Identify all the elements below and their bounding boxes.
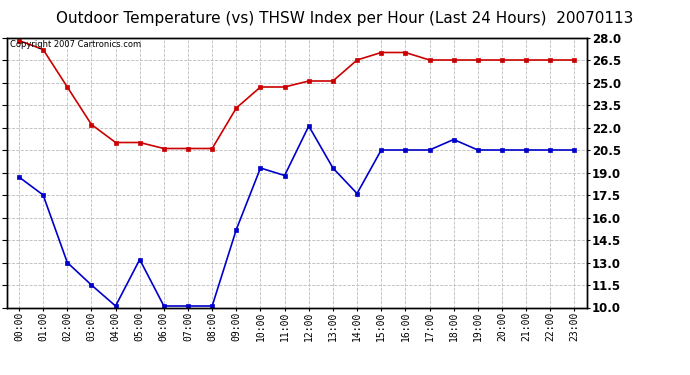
Text: Outdoor Temperature (vs) THSW Index per Hour (Last 24 Hours)  20070113: Outdoor Temperature (vs) THSW Index per …	[57, 11, 633, 26]
Text: Copyright 2007 Cartronics.com: Copyright 2007 Cartronics.com	[10, 40, 141, 49]
